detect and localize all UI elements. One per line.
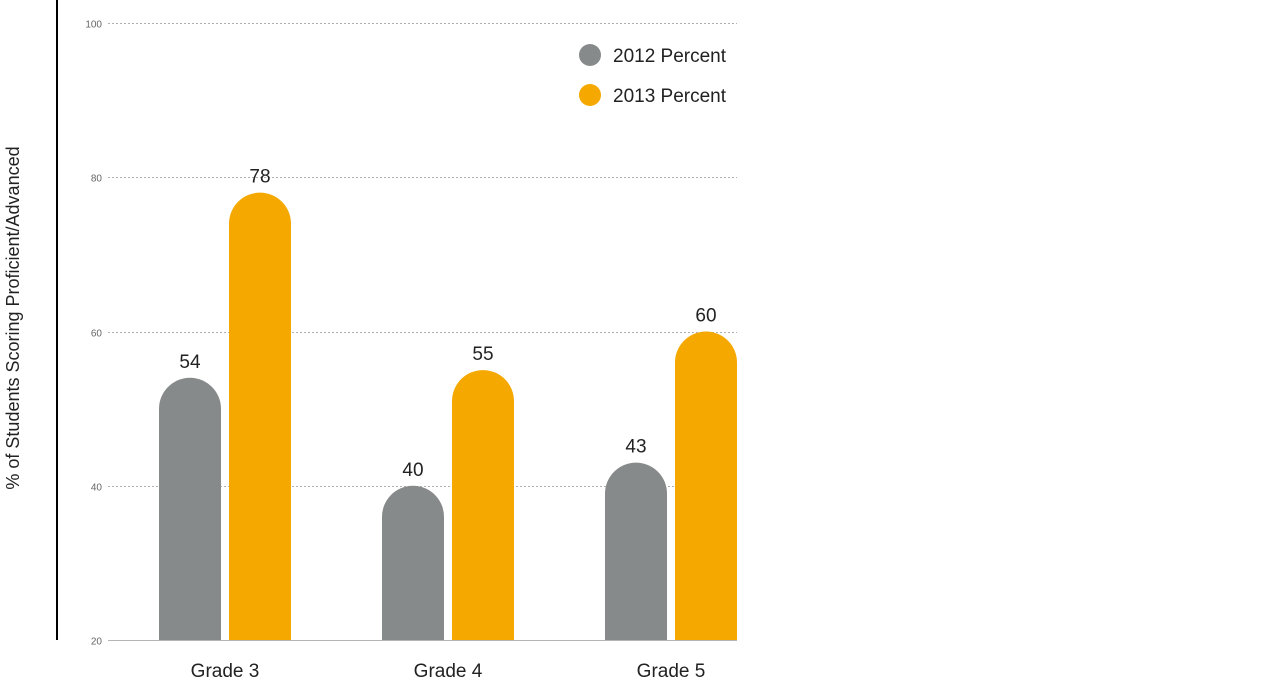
bar-2012-grade-3: [159, 377, 221, 640]
data-label: 54: [179, 352, 201, 373]
bar-2013-grade-5: [675, 331, 737, 640]
y-axis-title: % of Students Scoring Proficient/Advance…: [3, 146, 23, 489]
bar-2012-grade-5: [605, 462, 667, 640]
legend-label: 2013 Percent: [613, 86, 727, 107]
data-label: 43: [625, 437, 646, 458]
category-labels: Grade 3 Grade 4 Grade 5: [191, 661, 706, 682]
data-label: 60: [695, 306, 716, 327]
data-label: 55: [472, 344, 493, 365]
legend-swatch: [579, 44, 601, 66]
data-label: 78: [249, 167, 270, 188]
bar-2013-grade-4: [452, 370, 514, 640]
y-tick-label: 100: [85, 20, 102, 31]
category-label: Grade 5: [637, 661, 706, 682]
legend-swatch: [579, 84, 601, 106]
y-tick-label: 20: [91, 637, 103, 648]
data-label: 40: [402, 460, 423, 481]
y-tick-label: 80: [91, 174, 103, 185]
y-tick-label: 40: [91, 483, 103, 494]
category-label: Grade 3: [191, 661, 260, 682]
y-tick-labels: 20 40 60 80 100: [85, 20, 102, 648]
bar-2012-grade-4: [382, 485, 444, 640]
legend-label: 2012 Percent: [613, 46, 727, 67]
category-label: Grade 4: [414, 661, 483, 682]
data-labels: 54 78 40 55 43 60: [179, 167, 716, 481]
y-tick-label: 60: [91, 329, 103, 340]
bars: [159, 192, 737, 641]
legend: 2012 Percent 2013 Percent: [579, 44, 727, 107]
bar-2013-grade-3: [229, 192, 291, 641]
